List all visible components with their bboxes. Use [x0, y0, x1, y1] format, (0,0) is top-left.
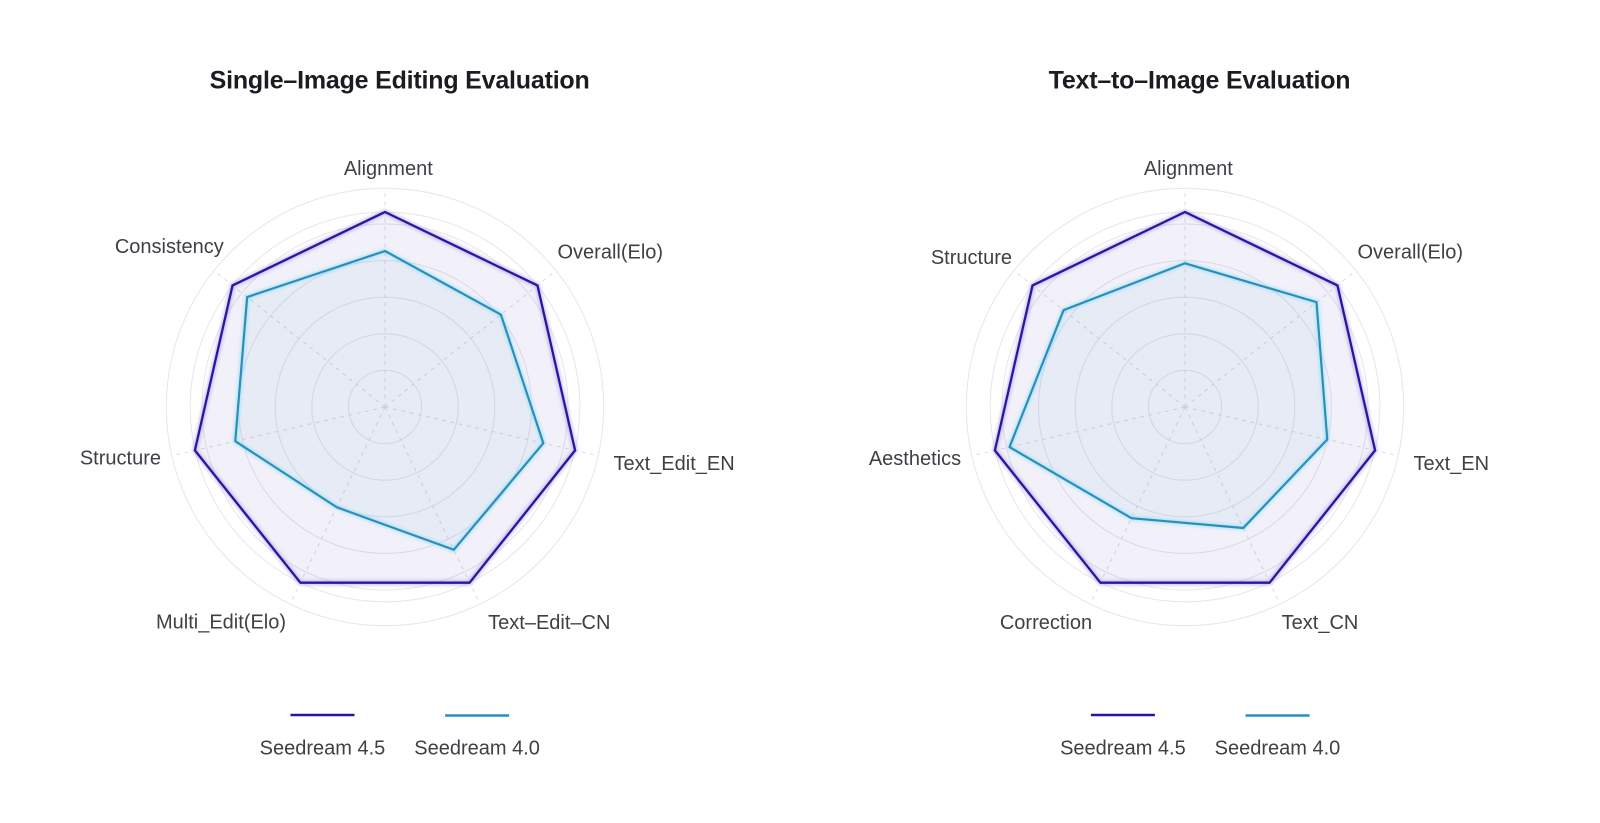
svg-text:Single–Image Editing Evaluatio: Single–Image Editing Evaluation	[210, 67, 590, 95]
svg-text:Seedream 4.5: Seedream 4.5	[260, 738, 386, 760]
svg-text:Text_CN: Text_CN	[1282, 612, 1359, 634]
svg-text:Alignment: Alignment	[344, 158, 433, 180]
svg-text:Multi_Edit(Elo): Multi_Edit(Elo)	[156, 612, 286, 634]
svg-text:Overall(Elo): Overall(Elo)	[1358, 242, 1464, 264]
svg-text:Structure: Structure	[80, 448, 161, 470]
svg-text:Alignment: Alignment	[1144, 158, 1233, 180]
svg-text:Text–Edit–CN: Text–Edit–CN	[488, 612, 610, 634]
svg-text:Aesthetics: Aesthetics	[869, 448, 961, 470]
svg-text:Overall(Elo): Overall(Elo)	[558, 242, 664, 264]
svg-text:Consistency: Consistency	[115, 236, 224, 258]
svg-text:Seedream 4.5: Seedream 4.5	[1060, 738, 1186, 760]
svg-text:Seedream 4.0: Seedream 4.0	[1215, 738, 1341, 760]
svg-text:Seedream 4.0: Seedream 4.0	[414, 738, 540, 760]
svg-text:Text–to–Image Evaluation: Text–to–Image Evaluation	[1049, 67, 1351, 95]
svg-text:Correction: Correction	[1000, 612, 1092, 634]
svg-text:Text_Edit_EN: Text_Edit_EN	[614, 453, 735, 475]
svg-text:Structure: Structure	[931, 247, 1012, 269]
svg-text:Text_EN: Text_EN	[1414, 453, 1490, 475]
